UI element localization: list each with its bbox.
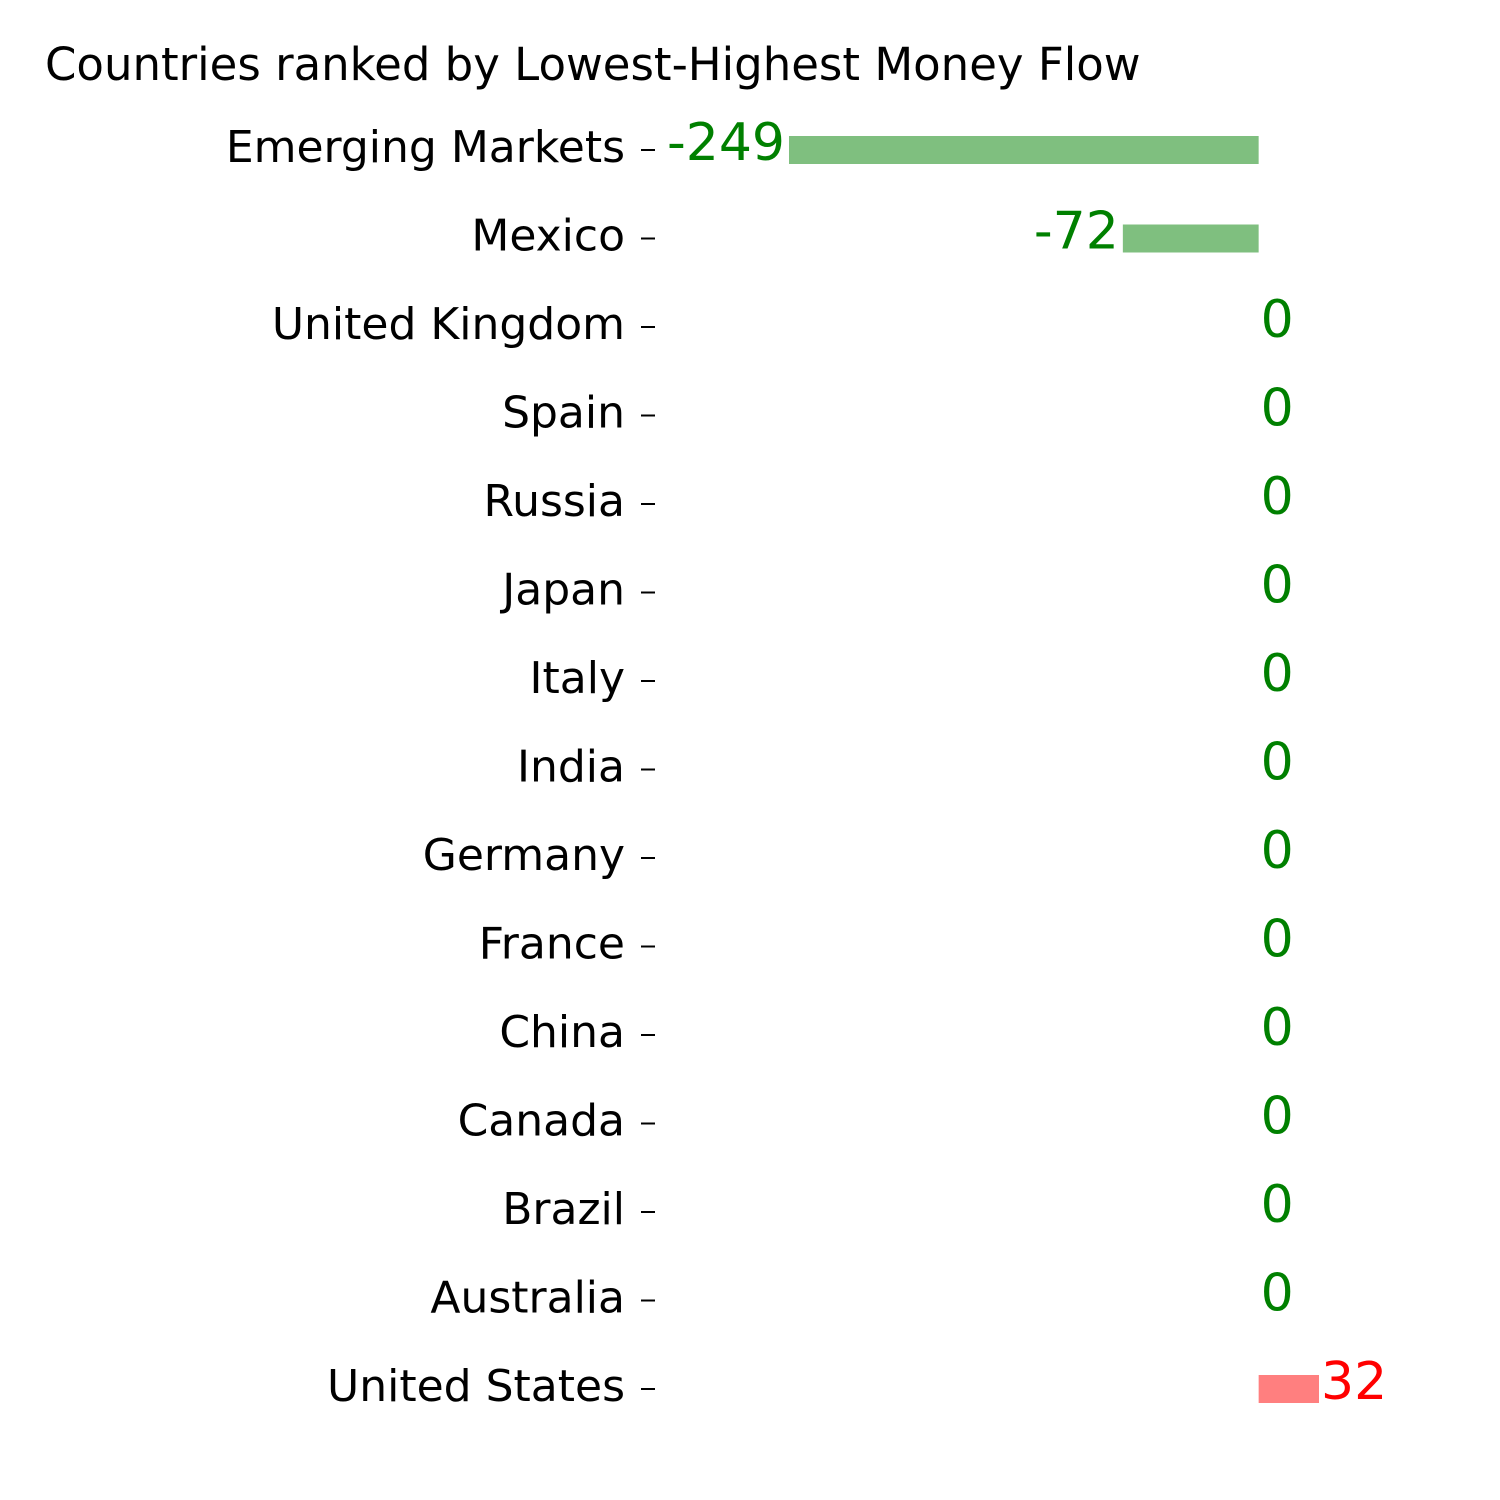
value-label: -249 bbox=[667, 113, 785, 173]
value-label: 0 bbox=[1261, 998, 1294, 1058]
value-label: 0 bbox=[1261, 1264, 1294, 1324]
chart-title: Countries ranked by Lowest-Highest Money… bbox=[45, 38, 1141, 91]
y-tick-label: United Kingdom bbox=[272, 299, 625, 350]
value-label: 0 bbox=[1261, 1175, 1294, 1235]
y-tick-label: Germany bbox=[423, 830, 625, 881]
value-label: 0 bbox=[1261, 556, 1294, 616]
value-label: 0 bbox=[1261, 1087, 1294, 1147]
y-tick-label: Australia bbox=[430, 1273, 625, 1324]
value-label: -72 bbox=[1034, 202, 1119, 262]
value-label: 32 bbox=[1321, 1352, 1387, 1412]
y-tick-label: Italy bbox=[530, 653, 625, 704]
y-tick-label: Mexico bbox=[471, 211, 625, 262]
value-label: 0 bbox=[1261, 290, 1294, 350]
y-tick-label: Canada bbox=[458, 1096, 625, 1147]
bar bbox=[789, 136, 1259, 164]
value-label: 0 bbox=[1261, 910, 1294, 970]
y-tick-label: China bbox=[499, 1007, 625, 1058]
y-tick-label: Russia bbox=[483, 476, 625, 527]
y-tick-label: India bbox=[517, 742, 625, 793]
y-tick-label: Brazil bbox=[502, 1184, 625, 1235]
value-label: 0 bbox=[1261, 821, 1294, 881]
y-tick-label: Spain bbox=[502, 388, 625, 439]
value-label: 0 bbox=[1261, 644, 1294, 704]
value-label: 0 bbox=[1261, 733, 1294, 793]
value-label: 0 bbox=[1261, 379, 1294, 439]
bar bbox=[1258, 1375, 1319, 1403]
y-tick-label: Japan bbox=[499, 565, 625, 616]
y-tick-label: France bbox=[479, 919, 625, 970]
y-tick-label: United States bbox=[327, 1361, 625, 1412]
bar bbox=[1122, 224, 1259, 253]
y-tick-label: Emerging Markets bbox=[226, 122, 625, 173]
value-label: 0 bbox=[1261, 467, 1294, 527]
